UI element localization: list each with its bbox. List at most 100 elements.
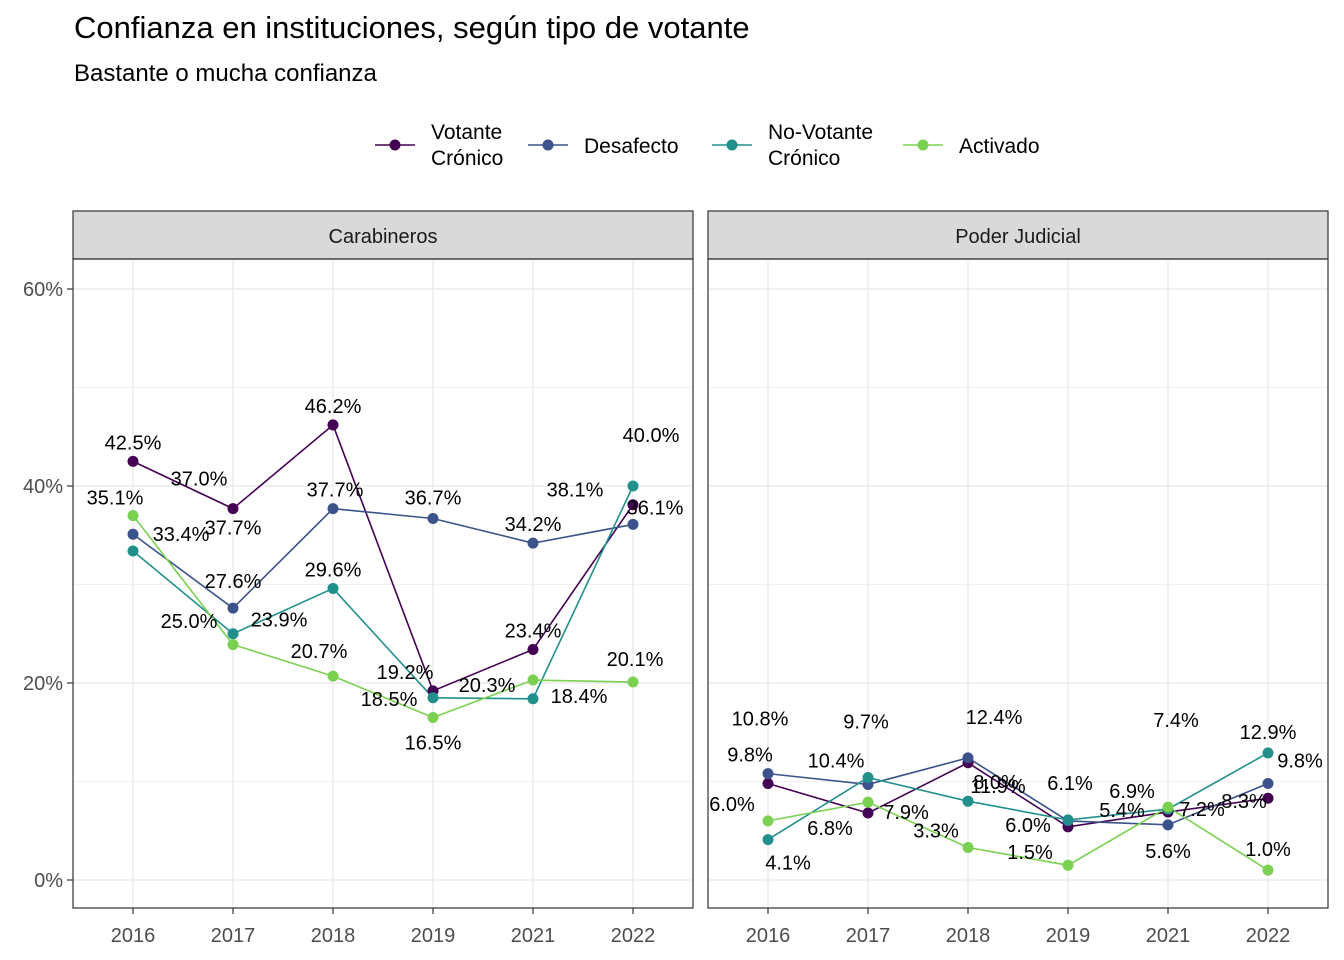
- data-label: 11.9%: [970, 776, 1025, 798]
- x-axis-tick-label: 2016: [746, 925, 791, 947]
- data-point: [327, 419, 339, 431]
- data-label: 6.8%: [807, 818, 853, 840]
- data-point: [227, 639, 239, 651]
- x-axis-tick-label: 2016: [111, 925, 156, 947]
- data-label: 37.7%: [307, 480, 364, 502]
- data-label: 42.5%: [105, 432, 162, 454]
- facet-strip-label: Carabineros: [329, 226, 438, 248]
- data-label: 33.4%: [153, 524, 210, 546]
- data-label: 3.3%: [913, 820, 959, 842]
- data-point: [427, 513, 439, 525]
- data-point: [627, 518, 639, 530]
- data-point: [862, 772, 874, 784]
- legend-key-point: [389, 139, 401, 151]
- data-point: [762, 777, 774, 789]
- data-label: 38.1%: [547, 480, 604, 502]
- data-label: 20.3%: [459, 675, 516, 697]
- data-point: [1262, 792, 1274, 804]
- x-axis-tick-label: 2022: [611, 925, 656, 947]
- data-label: 9.8%: [1277, 750, 1323, 772]
- y-axis-tick-label: 20%: [23, 673, 63, 695]
- facet-panel: Poder Judicial 2016 2017 2018 2019 2021 2022 9.…: [707, 210, 1329, 947]
- data-label: 6.9%: [1109, 781, 1155, 803]
- data-point: [227, 503, 239, 515]
- legend-label: No-Votante: [768, 121, 873, 144]
- legend-key-point: [917, 139, 929, 151]
- data-label: 8.3%: [1221, 791, 1267, 813]
- x-axis-tick-label: 2021: [1146, 925, 1191, 947]
- data-label: 7.2%: [1179, 799, 1225, 821]
- data-label: 27.6%: [205, 571, 262, 593]
- data-point: [527, 693, 539, 705]
- data-point: [627, 480, 639, 492]
- data-point: [327, 582, 339, 594]
- data-label: 29.6%: [305, 559, 362, 581]
- data-label: 37.0%: [171, 469, 228, 491]
- data-label: 37.7%: [205, 518, 262, 540]
- legend-label: Crónico: [768, 147, 840, 170]
- legend-label: Votante: [431, 121, 502, 144]
- data-point: [1162, 801, 1174, 813]
- y-axis-tick-label: 0%: [34, 870, 63, 892]
- facet-strip-label: Poder Judicial: [955, 226, 1081, 248]
- x-axis-tick-label: 2019: [411, 925, 456, 947]
- data-point: [627, 676, 639, 688]
- data-label: 46.2%: [305, 396, 362, 418]
- data-point: [1062, 814, 1074, 826]
- facet-strip: [707, 210, 1329, 260]
- data-label: 8.0%: [973, 772, 1019, 794]
- series-line: [132, 423, 634, 692]
- data-label: 23.9%: [251, 610, 308, 632]
- data-label: 9.7%: [843, 711, 889, 733]
- x-axis-tick-label: 2018: [311, 925, 356, 947]
- data-point: [127, 455, 139, 467]
- legend-label: Desafecto: [584, 135, 679, 158]
- data-point: [862, 796, 874, 808]
- x-axis-tick-label: 2022: [1246, 925, 1291, 947]
- x-axis-tick-label: 2017: [846, 925, 891, 947]
- data-point: [962, 752, 974, 764]
- data-label: 25.0%: [161, 611, 218, 633]
- data-label: 7.9%: [883, 802, 929, 824]
- data-point: [1062, 859, 1074, 871]
- x-axis-tick-label: 2019: [1046, 925, 1091, 947]
- chart-title: Confianza en instituciones, según tipo d…: [74, 10, 750, 45]
- data-label: 16.5%: [405, 732, 462, 754]
- data-point: [327, 503, 339, 515]
- data-label: 12.4%: [966, 707, 1023, 729]
- data-label: 20.1%: [607, 649, 664, 671]
- data-label: 40.0%: [623, 425, 680, 447]
- data-point: [627, 499, 639, 511]
- legend-key-point: [542, 139, 554, 151]
- x-axis-tick-label: 2017: [211, 925, 256, 947]
- data-point: [127, 528, 139, 540]
- data-point: [1262, 777, 1274, 789]
- data-point: [327, 670, 339, 682]
- data-point: [1262, 864, 1274, 876]
- panel-border: [707, 258, 1329, 909]
- data-label: 34.2%: [505, 514, 562, 536]
- series-line: [132, 507, 634, 610]
- series-line: [132, 515, 634, 719]
- data-point: [527, 537, 539, 549]
- data-label: 1.0%: [1245, 839, 1291, 861]
- data-label: 4.1%: [765, 853, 811, 875]
- data-point: [127, 545, 139, 557]
- series-line: [767, 761, 1269, 828]
- data-label: 5.6%: [1145, 841, 1191, 863]
- data-point: [127, 510, 139, 522]
- facet-panel: Carabineros 2016 2017 2018 2019 2021 2022 0% 20%…: [23, 210, 694, 947]
- data-label: 18.4%: [551, 686, 608, 708]
- data-label: 6.0%: [709, 794, 755, 816]
- x-axis-tick-label: 2021: [511, 925, 556, 947]
- data-label: 6.0%: [1005, 815, 1051, 837]
- series-line: [767, 752, 1269, 841]
- data-label: 7.4%: [1153, 710, 1199, 732]
- data-label: 12.9%: [1240, 722, 1297, 744]
- facet-strip: [72, 210, 694, 260]
- data-point: [427, 711, 439, 723]
- data-point: [227, 628, 239, 640]
- legend-key-point: [726, 139, 738, 151]
- data-point: [227, 602, 239, 614]
